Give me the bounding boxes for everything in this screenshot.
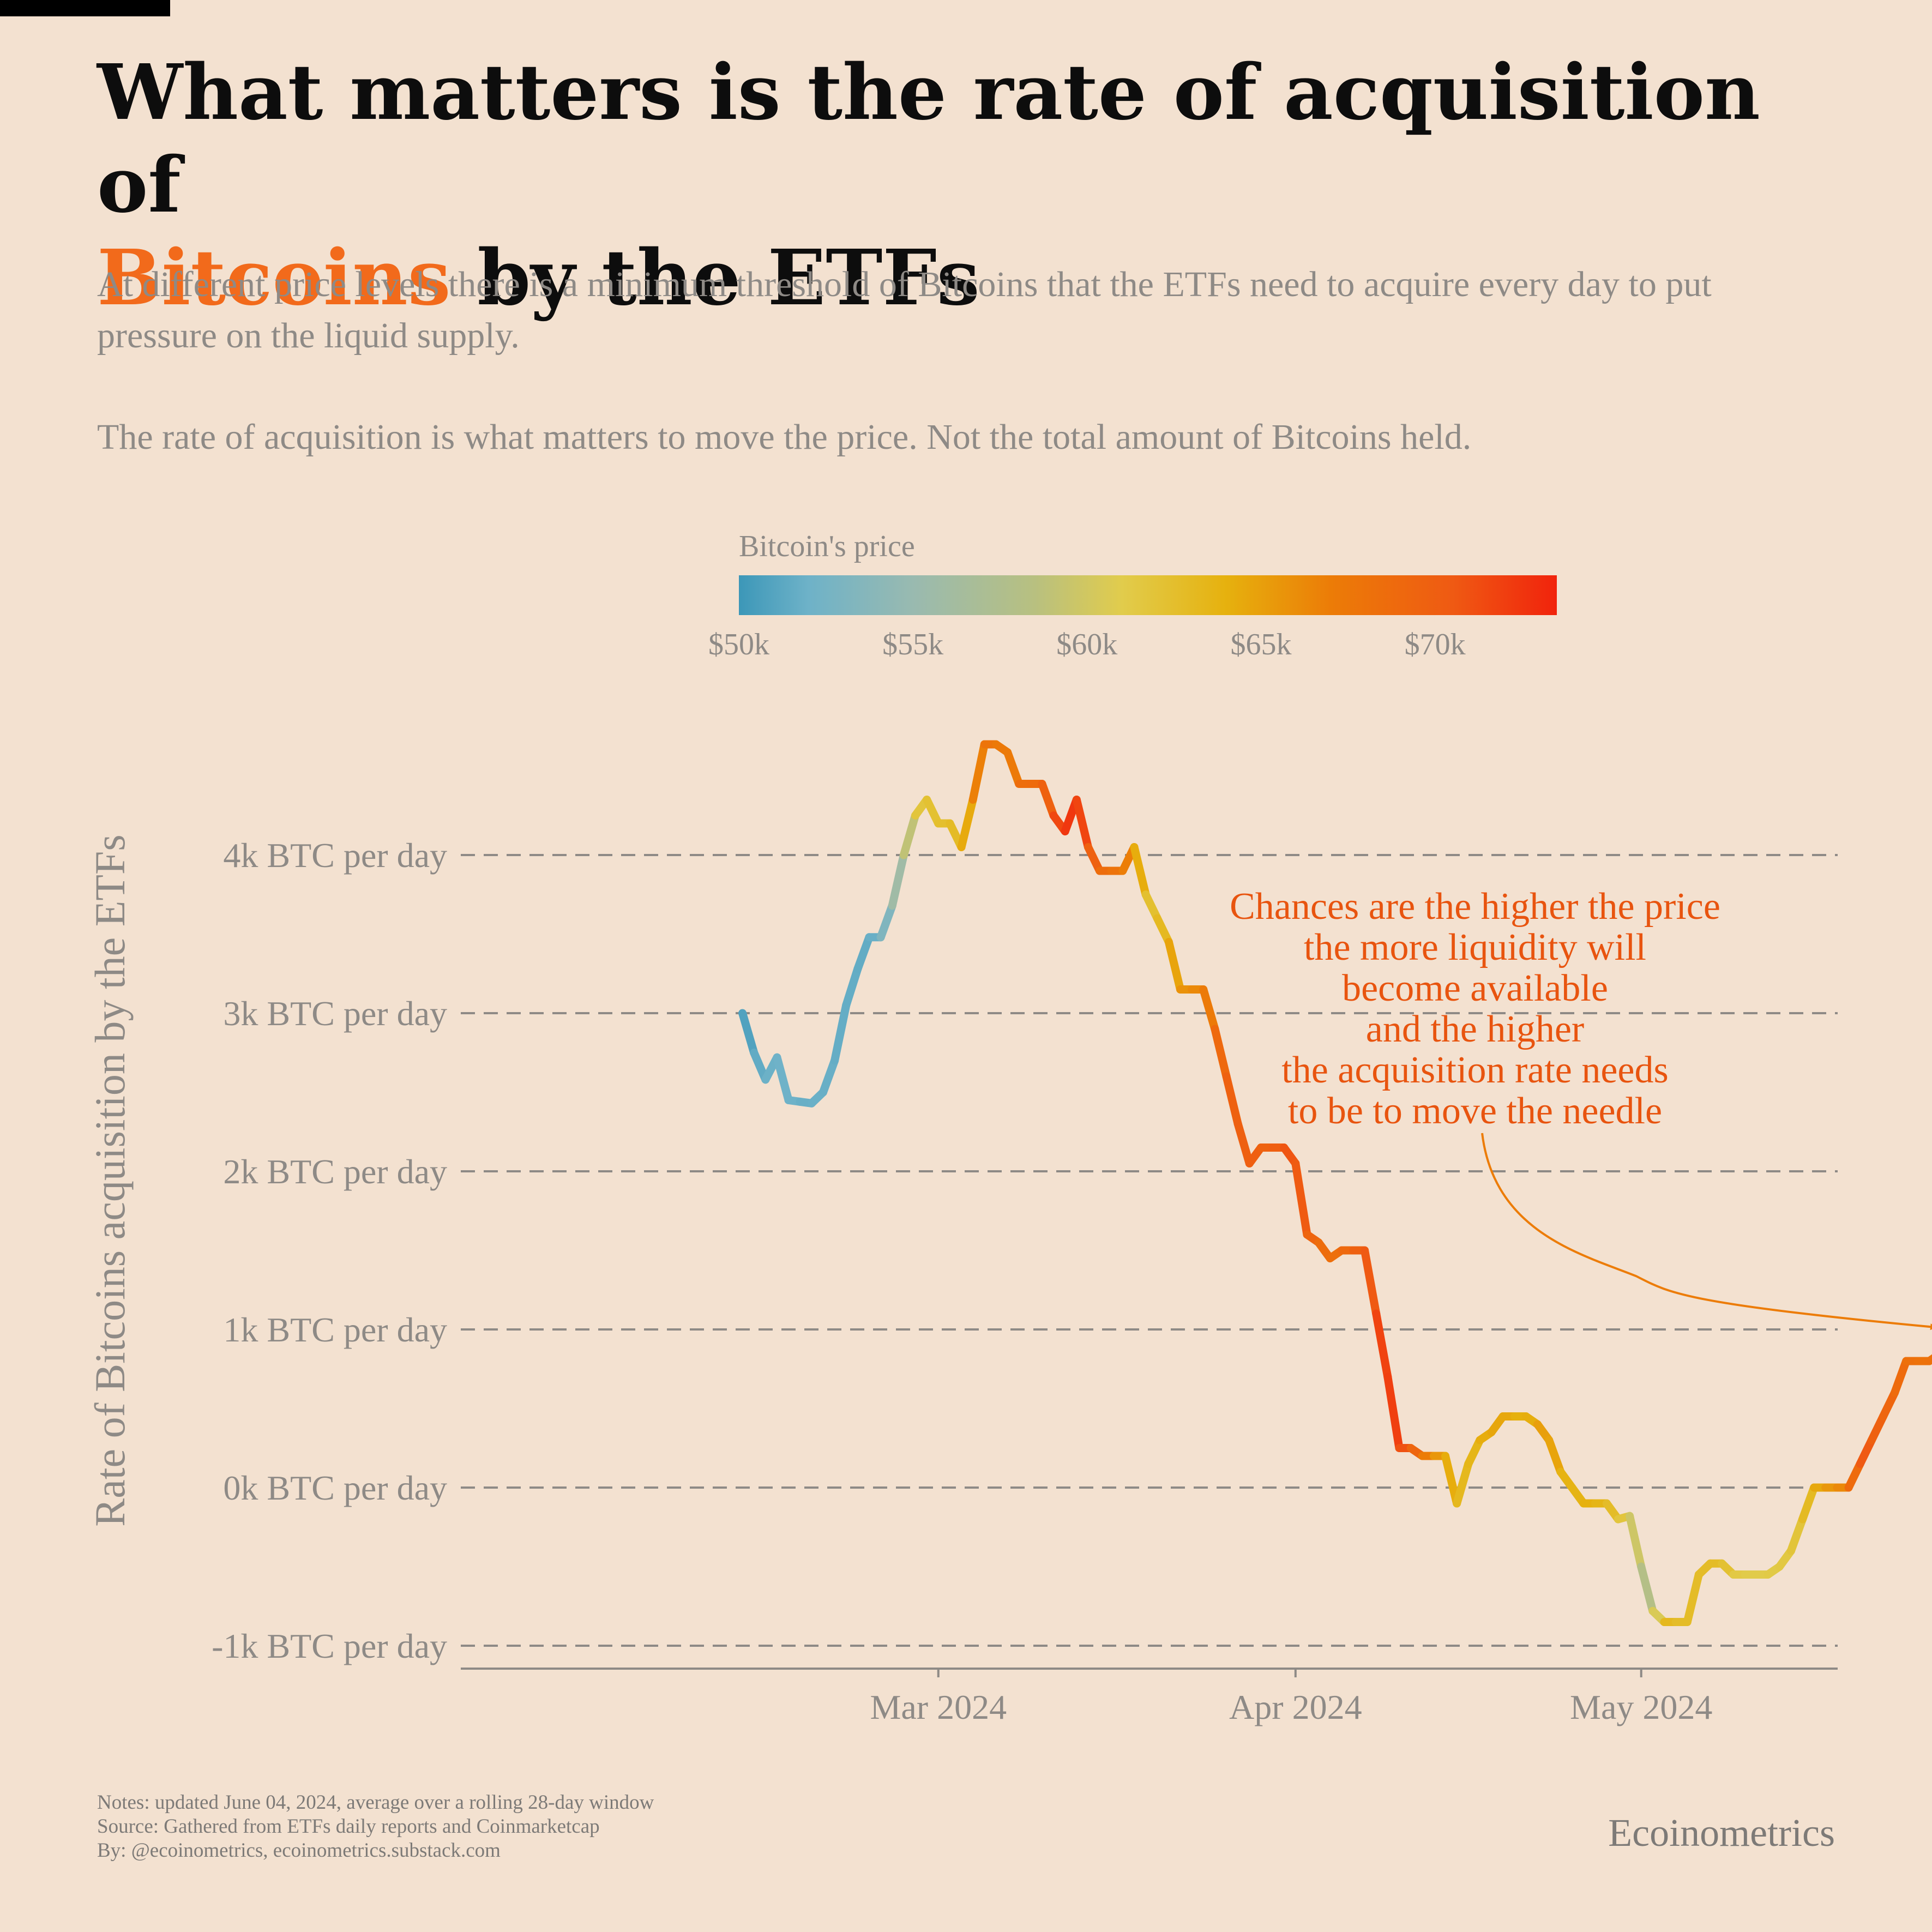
annotation-text-line: the more liquidity will	[1304, 926, 1646, 968]
series-segment	[957, 796, 977, 851]
series-segment	[1291, 1159, 1311, 1239]
colorbar-title: Bitcoin's price	[739, 529, 915, 563]
annotation-text-line: and the higher	[1366, 1008, 1584, 1050]
corner-accent-bar	[0, 0, 170, 16]
series-segment	[1867, 1412, 1887, 1445]
series-segment	[1786, 1515, 1807, 1555]
y-tick-label: 1k BTC per day	[223, 1310, 447, 1349]
series-segment	[1372, 1309, 1392, 1381]
series-segment	[1361, 1246, 1381, 1318]
series-segment	[899, 811, 920, 859]
x-tick-label: Mar 2024	[870, 1688, 1007, 1726]
series-segment	[1233, 1120, 1254, 1167]
series-segment	[923, 796, 943, 828]
series-segment	[818, 1056, 839, 1097]
annotation-arrow	[1481, 1133, 1932, 1331]
y-tick-label: 2k BTC per day	[223, 1152, 447, 1191]
series-segment	[1891, 1357, 1911, 1397]
series-segment	[1798, 1483, 1819, 1524]
y-tick-label: 4k BTC per day	[223, 836, 447, 875]
colorbar-tick-label: $55k	[882, 628, 943, 661]
colorbar-tick-label: $65k	[1230, 628, 1291, 661]
subtitle-paragraph-2: The rate of acquisition is what matters …	[97, 417, 1472, 457]
footer-notes-line: Notes: updated June 04, 2024, average ov…	[97, 1791, 654, 1814]
series-segment	[1464, 1436, 1484, 1468]
series-segment	[1637, 1562, 1657, 1615]
series-segment	[1856, 1436, 1876, 1468]
colorbar-tick-label: $50k	[708, 628, 769, 661]
y-tick-label: -1k BTC per day	[212, 1627, 447, 1665]
title-accent-word: Bitcoins	[97, 233, 451, 323]
y-axis-label: Rate of Bitcoins acquisition by the ETFs	[86, 834, 134, 1527]
series-segment	[1072, 796, 1092, 851]
colorbar-tick-label: $60k	[1056, 628, 1117, 661]
series-segment	[1453, 1460, 1473, 1508]
series-segment	[1130, 843, 1150, 899]
chart-title: What matters is the rate of acquisition …	[97, 46, 1842, 324]
annotation-text-line: to be to move the needle	[1288, 1090, 1662, 1132]
brand-logo-text: Ecoinometrics	[1608, 1811, 1835, 1855]
series-segment	[1683, 1570, 1703, 1626]
series-segment	[1925, 1354, 1932, 1365]
x-tick-label: May 2024	[1570, 1688, 1712, 1726]
series-segment	[1211, 1025, 1231, 1081]
title-line-2: Bitcoins by the ETFs	[97, 232, 1842, 324]
series-segment	[1626, 1512, 1646, 1571]
annotation-text-line: Chances are the higher the price	[1230, 886, 1720, 928]
series-segment	[1084, 843, 1104, 875]
series-segment	[1141, 890, 1161, 923]
series-segment	[853, 933, 874, 973]
colorbar: Bitcoin's price $50k $55k $60k $65k $70k	[708, 529, 1557, 661]
series-segment	[1844, 1460, 1864, 1492]
series-segment	[876, 901, 896, 942]
colorbar-bar	[739, 575, 1557, 615]
series-segment	[773, 1053, 793, 1104]
series-segment	[738, 1009, 759, 1057]
series-segment	[1003, 748, 1024, 788]
series-segment	[830, 1001, 851, 1065]
series-segment	[1153, 914, 1173, 946]
series-line	[738, 740, 1932, 1626]
title-line-1: What matters is the rate of acquisition …	[97, 48, 1760, 230]
grid-lines	[461, 854, 1838, 1647]
annotation-text-line: the acquisition rate needs	[1281, 1049, 1668, 1091]
title-line-2-rest: by the ETFs	[450, 233, 980, 323]
series-segment	[968, 740, 989, 804]
colorbar-tick-label: $70k	[1405, 628, 1466, 661]
y-tick-label: 0k BTC per day	[223, 1468, 447, 1507]
subtitle-paragraph-1: At different price levels there is a min…	[97, 264, 1712, 356]
footer-notes: Notes: updated June 04, 2024, average ov…	[97, 1791, 654, 1863]
series-segment	[1164, 938, 1184, 994]
annotation-text-line: become available	[1342, 967, 1608, 1009]
series-segment	[1383, 1373, 1404, 1452]
footer-by-line: By: @ecoinometrics, ecoinometrics.substa…	[97, 1839, 501, 1862]
series-segment	[1879, 1388, 1899, 1421]
series-segment	[842, 965, 862, 1009]
series-segment	[1038, 780, 1058, 820]
footer-source-line: Source: Gathered from ETFs daily reports…	[97, 1815, 600, 1838]
y-axis-ticks: -1k BTC per day 0k BTC per day 1k BTC per …	[212, 836, 447, 1665]
series-segment	[888, 851, 908, 910]
series-segment	[1199, 985, 1219, 1033]
series-segment	[1545, 1436, 1565, 1476]
x-tick-label: Apr 2024	[1229, 1688, 1362, 1726]
series-segment	[1222, 1072, 1242, 1128]
y-tick-label: 3k BTC per day	[223, 994, 447, 1033]
